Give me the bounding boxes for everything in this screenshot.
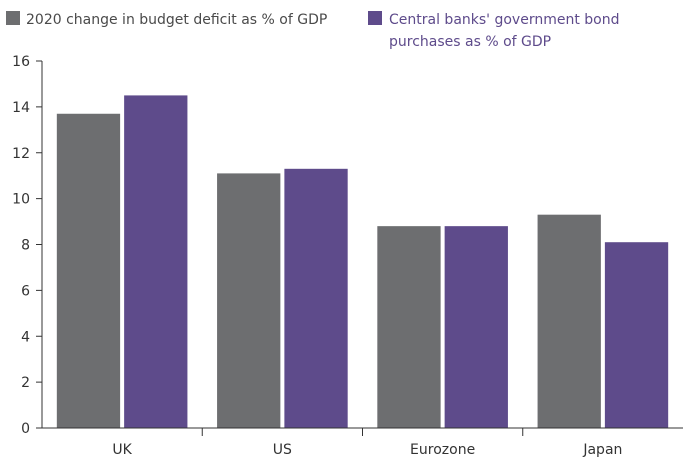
bar-deficit (537, 214, 601, 428)
bars (56, 95, 669, 428)
y-tick-label: 8 (21, 238, 30, 254)
legend-label-bond-purchases-line2: purchases as % of GDP (389, 34, 551, 50)
bar-bond-purchases (124, 95, 188, 428)
legend-label-bond-purchases-line1: Central banks' government bond (389, 12, 619, 28)
legend-swatch-deficit (6, 11, 20, 25)
legend-swatch-bond-purchases (368, 11, 382, 25)
legend: 2020 change in budget deficit as % of GD… (6, 11, 619, 50)
bar-deficit (217, 173, 281, 428)
y-axis: 0 2 4 6 8 10 12 14 16 (12, 54, 43, 437)
bar-deficit (56, 113, 121, 428)
x-category-label: US (273, 442, 292, 458)
y-tick-label: 4 (21, 329, 30, 345)
y-tick-label: 2 (21, 375, 30, 391)
bar-bond-purchases (444, 226, 508, 428)
x-category-label: Eurozone (410, 442, 475, 458)
bar-bond-purchases (284, 168, 348, 428)
bar-deficit (377, 226, 441, 428)
x-category-label: Japan (582, 442, 622, 458)
x-axis: UK US Eurozone Japan (42, 427, 683, 458)
y-tick-label: 16 (12, 54, 30, 70)
bar-bond-purchases (604, 242, 669, 428)
y-tick-label: 12 (12, 146, 30, 162)
y-tick-label: 0 (21, 421, 30, 437)
y-tick-label: 6 (21, 283, 30, 299)
legend-label-deficit: 2020 change in budget deficit as % of GD… (26, 12, 327, 28)
y-tick-label: 10 (12, 192, 30, 208)
x-category-label: UK (112, 442, 132, 458)
y-tick-label: 14 (12, 100, 30, 116)
